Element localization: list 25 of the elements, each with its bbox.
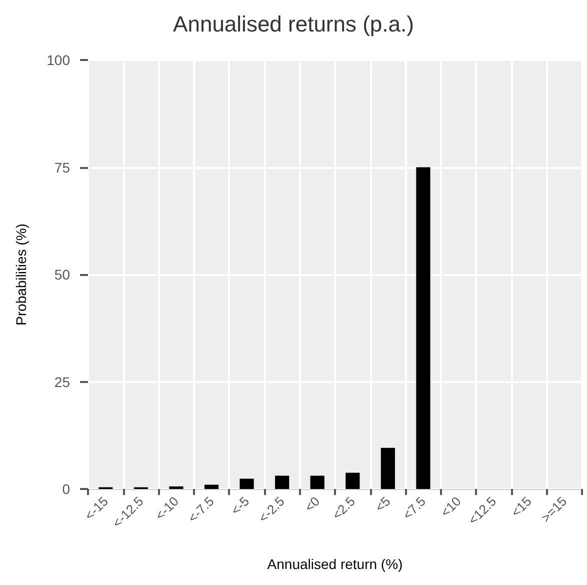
bar xyxy=(240,478,254,489)
bar xyxy=(416,167,430,489)
x-tick-label: <-5 xyxy=(228,494,252,518)
bar xyxy=(169,486,184,489)
bar xyxy=(310,476,324,489)
y-tick-label: 25 xyxy=(54,374,70,390)
x-tick-label: <15 xyxy=(508,494,534,520)
x-axis-title: Annualised return (%) xyxy=(267,556,403,572)
bar xyxy=(204,484,219,489)
x-tick-label: <7.5 xyxy=(400,494,429,522)
bar xyxy=(346,472,360,489)
x-tick-label: <5 xyxy=(372,494,394,515)
x-tick-label: <10 xyxy=(438,494,464,520)
y-tick-label: 0 xyxy=(62,481,70,497)
x-tick-label: <2.5 xyxy=(329,494,358,522)
y-axis-title: Probabilities (%) xyxy=(13,224,29,326)
bar xyxy=(275,476,290,489)
x-tick-label: <-10 xyxy=(152,494,182,523)
y-tick-label: 50 xyxy=(54,266,70,282)
x-tick-label: <0 xyxy=(302,494,323,515)
x-tick-label: <-15 xyxy=(82,494,111,523)
bar xyxy=(380,448,395,489)
chart-title: Annualised returns (p.a.) xyxy=(173,12,414,36)
y-tick-label: 100 xyxy=(46,52,70,68)
y-tick-label: 75 xyxy=(54,159,70,176)
